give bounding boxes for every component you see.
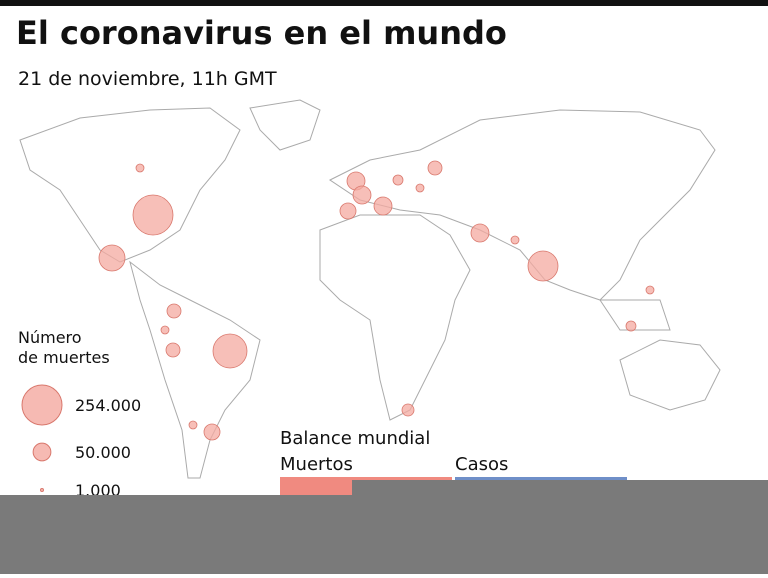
top-bar — [0, 0, 768, 6]
legend-circle — [40, 488, 44, 492]
legend-title: de muertes — [18, 348, 110, 367]
legend-title: Número — [18, 328, 82, 347]
cases-label: Casos — [455, 454, 508, 475]
subtitle: 21 de noviembre, 11h GMT — [18, 68, 277, 90]
legend-label: 50.000 — [75, 443, 131, 462]
overlay — [0, 495, 768, 574]
title: El coronavirus en el mundo — [16, 14, 507, 52]
legend-circle — [32, 442, 52, 462]
world-map — [19, 99, 721, 479]
balance-title: Balance mundial — [280, 428, 430, 449]
map-bubbles — [98, 160, 655, 441]
overlay — [352, 480, 768, 496]
deaths-label: Muertos — [280, 454, 353, 475]
legend-label: 254.000 — [75, 396, 141, 415]
legend-circle — [21, 384, 63, 426]
